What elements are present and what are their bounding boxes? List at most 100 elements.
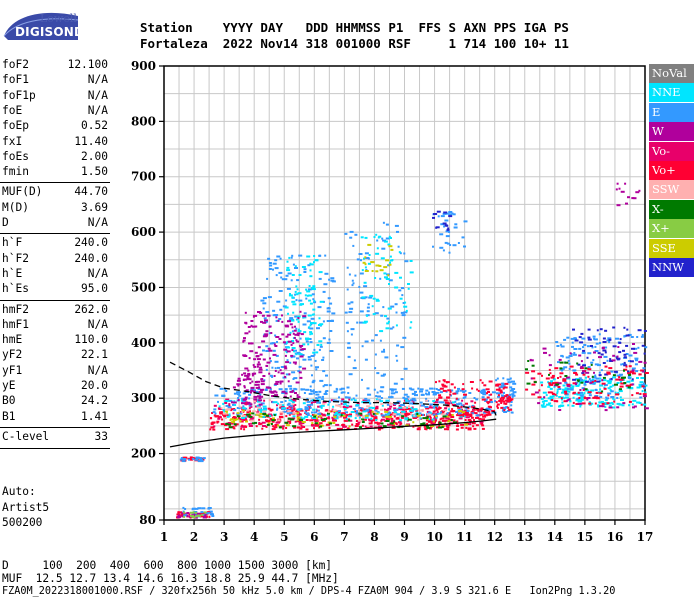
echo-point [242, 340, 245, 343]
param-key: h`F2 [2, 251, 29, 265]
echo-point [243, 386, 246, 389]
echo-point [188, 458, 191, 461]
echo-point [311, 293, 315, 296]
echo-point [504, 395, 508, 398]
echo-point [337, 404, 342, 407]
echo-point [237, 397, 240, 399]
echo-point [289, 323, 293, 326]
echo-point [642, 370, 645, 373]
echo-point [363, 257, 365, 260]
echo-point [395, 354, 398, 357]
echo-point [499, 397, 502, 400]
echo-point [395, 423, 398, 426]
echo-point [296, 340, 300, 343]
echo-point [409, 260, 413, 262]
echo-point [452, 392, 457, 395]
echo-point [509, 386, 513, 389]
echo-point [277, 424, 280, 427]
echo-point [183, 514, 188, 517]
echo-point [301, 417, 305, 420]
echo-point [394, 271, 399, 274]
echo-point [279, 369, 282, 372]
param-row: yE 20.0 [2, 379, 108, 395]
echo-point [563, 366, 568, 369]
echo-point [371, 270, 374, 272]
echo-point [616, 382, 620, 384]
echo-point [343, 402, 347, 405]
echo-point [561, 369, 563, 372]
echo-point [465, 416, 468, 419]
echo-point [551, 393, 555, 395]
echo-point [257, 388, 261, 390]
echo-point [416, 414, 421, 417]
echo-point [575, 403, 580, 405]
echo-point [210, 423, 214, 425]
echo-point [484, 410, 487, 413]
echo-point [446, 396, 451, 399]
echo-point [393, 409, 397, 412]
echo-point [374, 416, 378, 419]
echo-point [290, 256, 293, 259]
echo-point [264, 333, 269, 336]
echo-point [495, 401, 498, 404]
echo-point [332, 399, 337, 402]
echo-point [387, 401, 391, 404]
echo-point [258, 415, 263, 418]
echo-point [361, 296, 366, 299]
echo-point [510, 411, 513, 414]
echo-point [396, 230, 399, 233]
echo-point [372, 407, 375, 409]
logo-swoosh-icon [3, 12, 79, 40]
echo-point [556, 392, 559, 395]
echo-point [571, 385, 575, 388]
echo-point [241, 414, 246, 417]
echo-point [273, 401, 278, 404]
param-key: fxI [2, 134, 23, 148]
echo-point [283, 390, 288, 393]
echo-point [309, 263, 314, 266]
echo-point [439, 407, 442, 409]
echo-point [587, 352, 592, 355]
echo-point [255, 425, 258, 428]
echo-point [632, 343, 635, 345]
echo-point [464, 423, 469, 426]
echo-point [577, 400, 582, 403]
echo-point [579, 391, 583, 394]
echo-point [372, 413, 375, 415]
echo-point [429, 416, 432, 419]
echo-point [467, 419, 471, 421]
param-value: N/A [87, 317, 108, 331]
echo-point [322, 337, 326, 340]
param-row: hmF1 N/A [2, 318, 108, 334]
param-separator [0, 299, 110, 301]
echo-point [552, 395, 555, 398]
echo-point [333, 416, 337, 419]
echo-point [374, 367, 377, 370]
echo-point [633, 405, 637, 408]
echo-point [403, 305, 408, 308]
echo-point [291, 340, 295, 342]
echo-point [315, 366, 319, 369]
echo-point [340, 414, 343, 417]
echo-point [432, 400, 436, 403]
echo-point [593, 351, 596, 354]
echo-point [564, 387, 569, 390]
echo-point [445, 381, 450, 384]
echo-point [642, 393, 647, 396]
echo-point [587, 328, 591, 331]
echo-point [182, 456, 187, 459]
echo-point [266, 423, 270, 426]
echo-point [364, 416, 369, 419]
echo-point [244, 396, 248, 399]
param-row: C-level 33 [2, 430, 108, 446]
param-key: yF2 [2, 348, 23, 362]
echo-point [438, 421, 442, 424]
echo-point [292, 415, 296, 418]
echo-point [256, 355, 260, 358]
echo-point [364, 418, 367, 421]
echo-point [383, 408, 386, 411]
echo-point [256, 412, 260, 415]
echo-point [239, 418, 243, 421]
echo-point [282, 341, 286, 344]
echo-point [349, 419, 353, 422]
